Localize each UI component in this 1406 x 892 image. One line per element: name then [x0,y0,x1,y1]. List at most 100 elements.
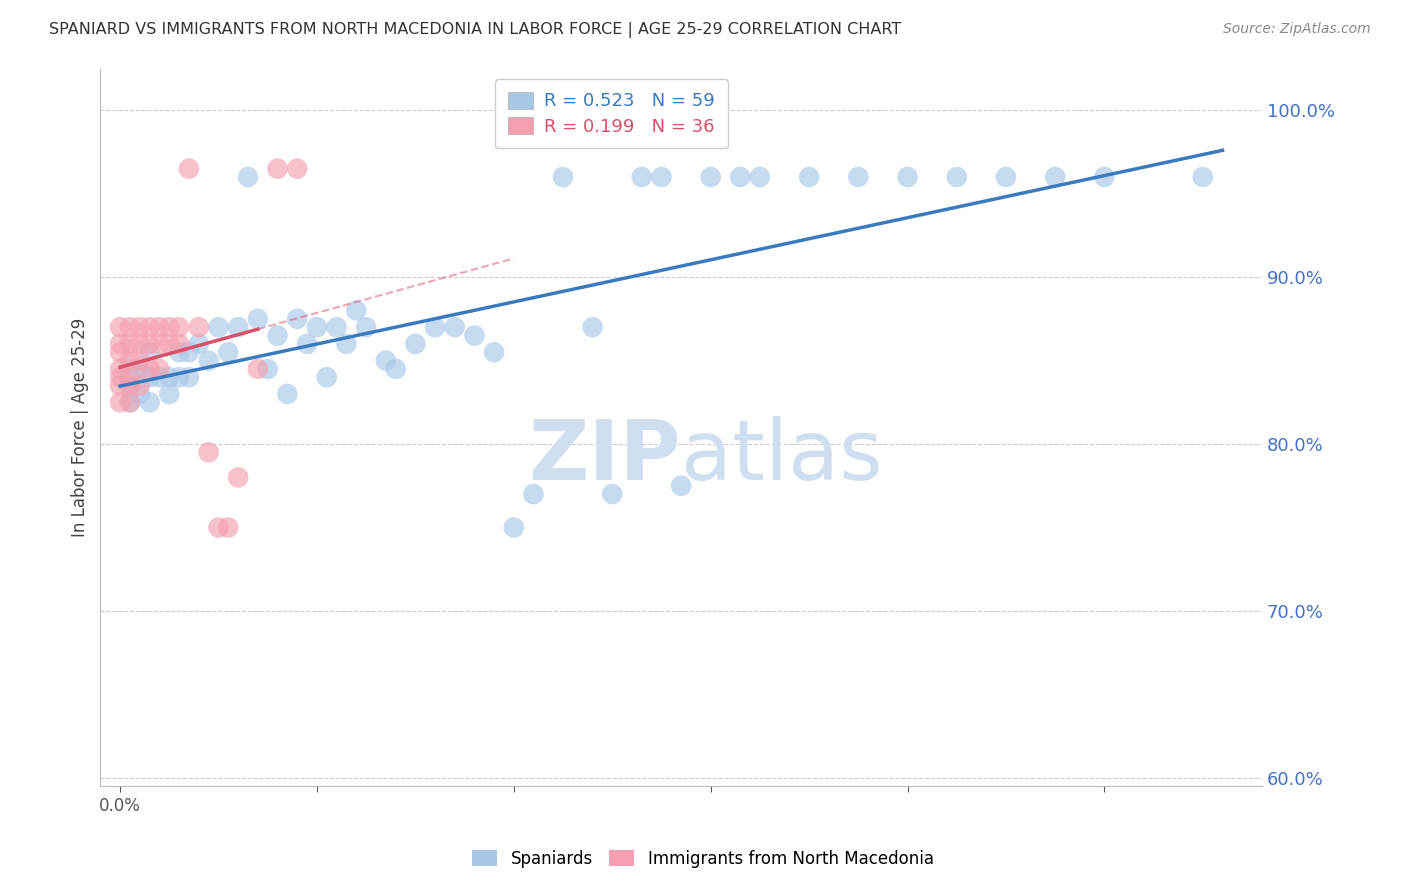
Point [148,362,170,376]
Point [138,320,160,334]
Point [335,337,357,351]
Point [197,353,219,368]
Point [404,337,426,351]
Point [108,320,131,334]
Point [285,161,308,176]
Point [846,169,869,184]
Point [148,370,170,384]
Point [118,378,141,392]
Point [276,387,298,401]
Point [266,161,288,176]
Point [108,345,131,359]
Point [128,378,150,392]
Point [344,303,367,318]
Point [128,362,150,376]
Point [1092,169,1115,184]
Point [748,169,770,184]
Point [207,520,229,534]
Point [138,370,160,384]
Point [896,169,918,184]
Text: Source: ZipAtlas.com: Source: ZipAtlas.com [1223,22,1371,37]
Point [108,337,131,351]
Point [295,337,318,351]
Point [157,387,180,401]
Point [994,169,1017,184]
Point [728,169,751,184]
Point [118,395,141,409]
Point [118,378,141,392]
Point [138,395,160,409]
Point [630,169,652,184]
Point [236,169,259,184]
Point [167,337,190,351]
Point [226,470,249,484]
Point [256,362,278,376]
Point [384,362,406,376]
Point [699,169,721,184]
Point [305,320,328,334]
Point [482,345,505,359]
Point [1192,169,1215,184]
Point [325,320,347,334]
Point [354,320,377,334]
Point [187,337,209,351]
Point [207,320,229,334]
Text: SPANIARD VS IMMIGRANTS FROM NORTH MACEDONIA IN LABOR FORCE | AGE 25-29 CORRELATI: SPANIARD VS IMMIGRANTS FROM NORTH MACEDO… [49,22,901,38]
Point [650,169,672,184]
Point [177,370,200,384]
Point [108,378,131,392]
Point [1043,169,1066,184]
Point [522,487,544,501]
Point [246,311,269,326]
Point [138,345,160,359]
Legend: Spaniards, Immigrants from North Macedonia: Spaniards, Immigrants from North Macedon… [465,844,941,875]
Point [423,320,446,334]
Point [167,345,190,359]
Point [148,320,170,334]
Point [167,320,190,334]
Point [246,362,269,376]
Point [217,520,239,534]
Legend: R = 0.523   N = 59, R = 0.199   N = 36: R = 0.523 N = 59, R = 0.199 N = 36 [495,79,727,148]
Point [463,328,485,343]
Point [167,370,190,384]
Point [157,320,180,334]
Point [128,387,150,401]
Point [138,337,160,351]
Point [502,520,524,534]
Point [138,362,160,376]
Point [108,362,131,376]
Point [118,395,141,409]
Point [443,320,465,334]
Point [945,169,967,184]
Point [118,370,141,384]
Point [669,479,692,493]
Y-axis label: In Labor Force | Age 25-29: In Labor Force | Age 25-29 [72,318,89,537]
Point [315,370,337,384]
Point [108,395,131,409]
Point [581,320,603,334]
Point [177,345,200,359]
Point [226,320,249,334]
Point [374,353,396,368]
Point [551,169,574,184]
Point [118,337,141,351]
Point [266,328,288,343]
Point [217,345,239,359]
Text: ZIP: ZIP [529,416,681,497]
Point [797,169,820,184]
Point [157,337,180,351]
Point [177,161,200,176]
Point [128,337,150,351]
Point [118,353,141,368]
Point [118,362,141,376]
Point [197,445,219,459]
Point [128,320,150,334]
Text: atlas: atlas [681,416,883,497]
Point [157,370,180,384]
Point [600,487,623,501]
Point [285,311,308,326]
Point [118,320,141,334]
Point [187,320,209,334]
Point [128,353,150,368]
